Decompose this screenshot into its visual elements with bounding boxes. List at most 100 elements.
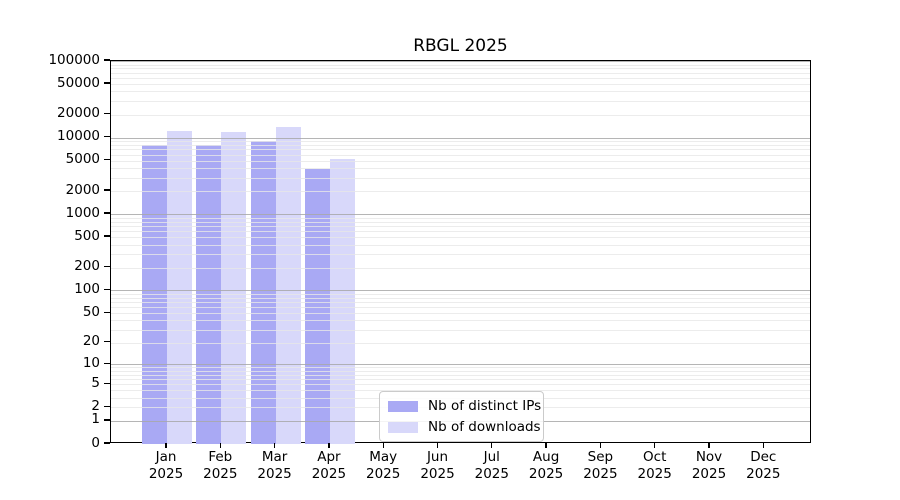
gridline-minor [111,390,810,392]
gridline-minor [111,154,810,156]
gridline-minor [111,254,810,256]
x-tick-label: Mar 2025 [257,449,292,482]
gridline-minor [111,374,810,376]
bar-downloads [329,158,355,444]
x-tick-mark [654,443,656,448]
y-tick-label: 100000 [48,51,100,68]
bar-downloads [167,130,192,444]
gridline-minor [111,221,810,223]
x-tick-label: Jul 2025 [474,449,509,482]
x-tick-label: Apr 2025 [311,449,347,482]
x-tick-label: Jun 2025 [420,449,455,482]
y-tick-label: 100 [74,280,100,297]
x-tick-label: Oct 2025 [637,449,672,482]
gridline-minor [111,244,810,246]
x-tick-mark [762,443,764,448]
y-tick-mark [104,419,110,421]
y-tick-label: 2000 [65,181,100,198]
gridline-minor [111,329,810,331]
x-tick-label: Nov 2025 [691,449,727,482]
y-tick-mark [104,265,110,268]
gridline-minor [111,217,810,219]
y-tick-label: 50000 [57,74,100,91]
gridline-minor [111,226,810,228]
gridline-minor [111,307,810,309]
gridline-minor [111,237,810,239]
legend: Nb of distinct IPs Nb of downloads [379,391,544,442]
y-tick-label: 10 [82,354,100,371]
x-tick-label: Feb 2025 [203,449,238,482]
y-tick-mark [104,288,110,291]
x-tick-mark [708,443,710,448]
gridline-minor [111,145,810,147]
gridline-minor [111,342,810,344]
y-tick-mark [104,442,110,444]
gridline-minor [111,302,810,304]
gridline-minor [111,64,810,66]
x-tick-mark [491,443,493,448]
gridline-minor [111,231,810,233]
gridline-minor [111,77,810,79]
legend-label-distinct-ips: Nb of distinct IPs [428,398,542,414]
x-tick-label: Jan 2025 [148,449,184,482]
chart-title: RBGL 2025 [413,36,508,56]
gridline-minor [111,101,810,103]
y-tick-mark [104,212,110,214]
x-tick-mark [599,443,602,448]
y-tick-label: 200 [74,258,100,275]
y-tick-mark [104,311,110,313]
x-tick-mark [273,443,276,448]
gridline-major [111,364,810,366]
gridline-major [111,137,810,139]
gridline-minor [111,177,810,179]
gridline-minor [111,68,810,70]
gridline-minor [111,141,810,143]
gridline-minor [111,320,810,322]
y-tick-label: 50 [82,303,100,320]
gridline-major [111,214,810,216]
legend-label-downloads: Nb of downloads [428,419,541,435]
y-tick-label: 1000 [65,204,100,221]
gridline-minor [111,267,810,269]
y-tick-mark [104,405,110,408]
y-tick-mark [104,235,110,237]
x-tick-label: Sep 2025 [583,449,618,482]
y-tick-mark [104,59,110,61]
gridline-minor [111,168,810,170]
y-tick-mark [104,362,110,364]
x-tick-mark [382,443,384,448]
legend-swatch-distinct-ips [388,400,418,412]
y-tick-mark [104,158,110,161]
gridline-minor [111,84,810,86]
x-tick-mark [436,443,439,448]
gridline-minor [111,72,810,74]
gridline-minor [111,367,810,369]
gridline-minor [111,114,810,116]
y-tick-mark [104,112,110,115]
y-tick-mark [104,82,110,84]
x-tick-label: Aug 2025 [528,449,564,482]
y-tick-label: 20000 [57,105,100,122]
y-tick-label: 10000 [57,128,100,145]
legend-item-distinct-ips: Nb of distinct IPs [388,397,541,415]
gridline-minor [111,297,810,299]
gridline-minor [111,313,810,315]
y-tick-mark [104,341,110,343]
x-tick-mark [219,443,221,448]
grid-layer [111,61,810,442]
y-tick-label: 500 [74,227,100,244]
x-tick-mark [328,443,330,448]
gridline-major [111,61,810,62]
y-tick-mark [104,382,110,385]
y-tick-mark [104,135,110,138]
gridline-minor [111,149,810,151]
x-tick-mark [545,443,547,448]
gridline-minor [111,384,810,386]
bar-downloads [221,132,247,444]
gridline-minor [111,91,810,93]
y-tick-label: 5000 [65,151,100,168]
legend-swatch-downloads [388,421,418,433]
gridline-minor [111,293,810,295]
gridline-minor [111,191,810,193]
x-tick-label: May 2025 [366,449,401,482]
